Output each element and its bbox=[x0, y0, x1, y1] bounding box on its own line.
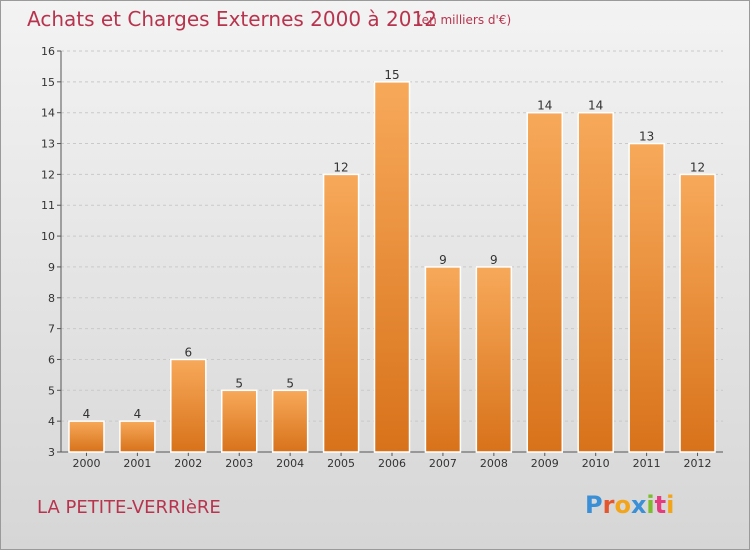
data-label: 4 bbox=[83, 407, 91, 421]
y-tick-label: 9 bbox=[48, 261, 55, 274]
data-label: 5 bbox=[235, 376, 243, 390]
x-tick-label: 2004 bbox=[276, 457, 304, 470]
data-label: 4 bbox=[134, 407, 142, 421]
bar bbox=[424, 266, 462, 453]
data-label: 6 bbox=[184, 345, 192, 359]
chart-subtitle: (en milliers d'€) bbox=[417, 13, 512, 27]
data-label: 5 bbox=[286, 376, 294, 390]
y-tick-label: 16 bbox=[41, 45, 55, 58]
y-tick-label: 14 bbox=[41, 107, 55, 120]
logo-letter: x bbox=[630, 491, 647, 519]
x-tick-label: 2011 bbox=[633, 457, 661, 470]
bar bbox=[628, 142, 665, 453]
bar bbox=[526, 111, 564, 453]
x-tick-label: 2005 bbox=[327, 457, 355, 470]
data-label: 12 bbox=[333, 160, 348, 174]
y-tick-label: 10 bbox=[41, 230, 55, 243]
y-tick-label: 12 bbox=[41, 168, 55, 181]
data-label: 13 bbox=[639, 130, 654, 144]
y-tick-label: 13 bbox=[41, 138, 55, 151]
y-tick-label: 3 bbox=[48, 446, 55, 459]
data-label: 12 bbox=[690, 160, 705, 174]
bar bbox=[119, 420, 156, 453]
x-tick-label: 2002 bbox=[174, 457, 202, 470]
bar bbox=[322, 173, 360, 453]
chart-title: Achats et Charges Externes 2000 à 2012 bbox=[27, 7, 437, 31]
y-tick-label: 5 bbox=[48, 384, 55, 397]
data-label: 9 bbox=[490, 253, 498, 267]
x-tick-label: 2012 bbox=[684, 457, 712, 470]
data-label: 9 bbox=[439, 253, 447, 267]
y-tick-label: 4 bbox=[48, 415, 55, 428]
bar bbox=[170, 358, 207, 453]
logo-letter: i bbox=[666, 491, 675, 519]
proxiti-logo[interactable]: Proxiti bbox=[585, 491, 674, 519]
y-tick-label: 15 bbox=[41, 76, 55, 89]
place-name: LA PETITE-VERRIèRE bbox=[37, 497, 221, 518]
logo-letter: r bbox=[602, 491, 615, 519]
bar bbox=[68, 420, 105, 453]
bar bbox=[220, 389, 258, 453]
data-label: 15 bbox=[384, 68, 399, 82]
y-tick-label: 8 bbox=[48, 292, 55, 305]
data-label: 14 bbox=[588, 99, 603, 113]
bar bbox=[373, 81, 411, 453]
bar bbox=[679, 173, 716, 453]
x-tick-label: 2007 bbox=[429, 457, 457, 470]
x-tick-label: 2006 bbox=[378, 457, 406, 470]
bar bbox=[577, 111, 614, 453]
bar bbox=[271, 389, 309, 453]
logo-letter: o bbox=[614, 491, 631, 519]
logo-letter: t bbox=[654, 491, 667, 519]
x-tick-label: 2001 bbox=[123, 457, 151, 470]
bar bbox=[475, 266, 513, 453]
x-tick-label: 2000 bbox=[72, 457, 100, 470]
logo-letter: P bbox=[585, 491, 603, 519]
x-tick-label: 2008 bbox=[480, 457, 508, 470]
tick-labels: 3 4 5 6 7 8 9 10 11 12 13 14 15 16 2000 2001 2002 2003 200… bbox=[41, 45, 712, 470]
y-tick-label: 11 bbox=[41, 199, 55, 212]
logo-letter: i bbox=[646, 491, 655, 519]
y-tick-label: 7 bbox=[48, 323, 55, 336]
data-labels: 4 4 6 5 5 12 15 9 9 14 14 13 12 bbox=[83, 68, 706, 421]
x-tick-label: 2009 bbox=[531, 457, 559, 470]
x-tick-label: 2010 bbox=[582, 457, 610, 470]
x-tick-label: 2003 bbox=[225, 457, 253, 470]
bars bbox=[68, 81, 716, 453]
data-label: 14 bbox=[537, 99, 552, 113]
y-tick-label: 6 bbox=[48, 353, 55, 366]
